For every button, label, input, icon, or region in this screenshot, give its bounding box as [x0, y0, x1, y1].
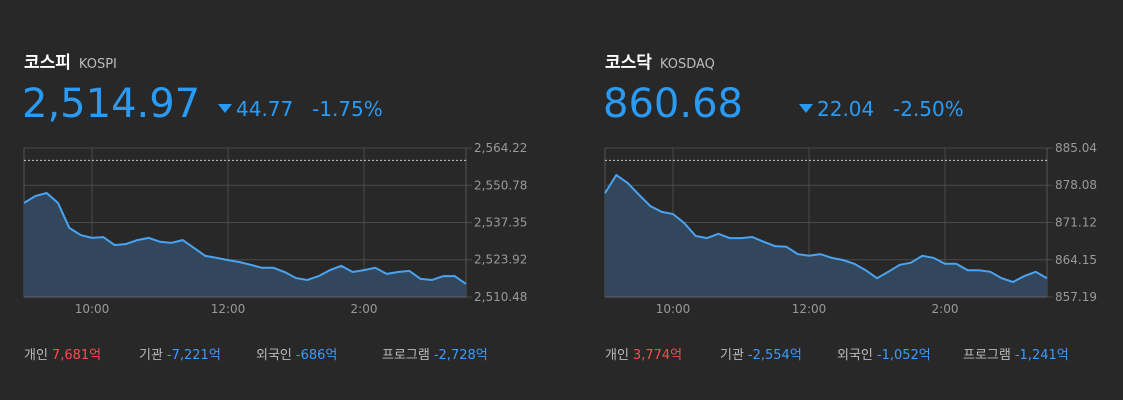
flow-label: 외국인	[256, 348, 292, 363]
x-tick-label: 10:00	[656, 302, 691, 316]
index-name: 코스닥	[605, 53, 652, 73]
y-tick-label: 2,550.78	[474, 178, 527, 192]
flow-label: 개인	[24, 348, 48, 363]
area-fill	[605, 175, 1047, 297]
index-price: 2,514.97	[22, 81, 200, 127]
flow-value: 3,774억	[633, 348, 682, 363]
flow-label: 기관	[720, 348, 744, 363]
x-tick-label: 12:00	[211, 302, 246, 316]
x-tick-label: 12:00	[792, 302, 827, 316]
x-tick-label: 2:00	[351, 302, 378, 316]
price-line	[604, 173, 1048, 284]
x-tick-label: 2:00	[932, 302, 959, 316]
y-tick-label: 885.04	[1055, 141, 1097, 155]
flow-value: -2,728억	[434, 348, 488, 363]
flow-value: 7,681억	[52, 348, 101, 363]
y-tick-label: 2,510.48	[474, 290, 527, 304]
down-arrow	[218, 104, 232, 113]
flow-label: 프로그램	[963, 348, 1011, 363]
index-code: KOSPI	[79, 57, 117, 72]
flow-label: 외국인	[837, 348, 873, 363]
index-change-pct: -2.50%	[893, 97, 964, 121]
index-code: KOSDAQ	[660, 57, 715, 72]
flow-label: 프로그램	[382, 348, 430, 363]
index-change: 22.04	[817, 97, 874, 121]
index-change-pct: -1.75%	[312, 97, 383, 121]
flow-value: -686억	[296, 348, 337, 363]
down-arrow	[799, 104, 813, 113]
y-tick-label: 871.12	[1055, 215, 1097, 229]
index-price: 860.68	[603, 81, 743, 127]
x-tick-label: 10:00	[75, 302, 110, 316]
y-tick-label: 878.08	[1055, 178, 1097, 192]
index-name: 코스피	[24, 53, 71, 73]
flow-label: 개인	[605, 348, 629, 363]
flow-value: -1,241억	[1015, 348, 1069, 363]
y-tick-label: 2,523.92	[474, 253, 527, 267]
y-tick-label: 864.15	[1055, 253, 1097, 267]
flow-value: -7,221억	[167, 348, 221, 363]
area-fill	[24, 193, 466, 297]
flow-value: -2,554억	[748, 348, 802, 363]
y-tick-label: 2,564.22	[474, 141, 527, 155]
flow-label: 기관	[139, 348, 163, 363]
price-line	[23, 191, 467, 285]
index-change: 44.77	[236, 97, 293, 121]
y-tick-label: 857.19	[1055, 290, 1097, 304]
flow-value: -1,052억	[877, 348, 931, 363]
y-tick-label: 2,537.35	[474, 216, 527, 230]
